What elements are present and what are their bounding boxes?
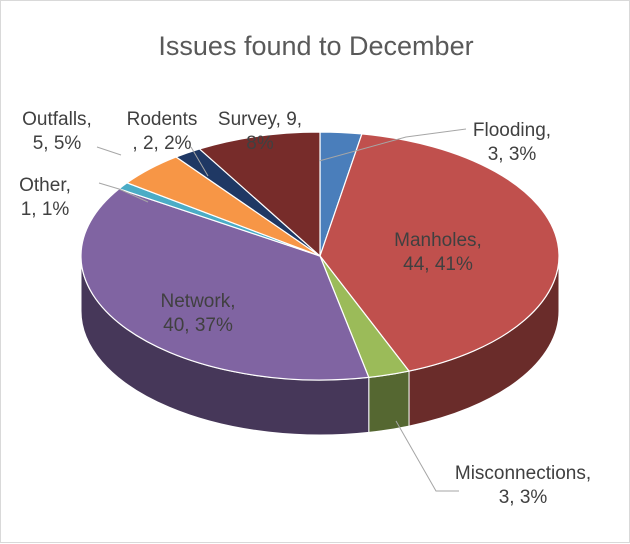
data-label-line: Manholes,: [394, 230, 482, 251]
pie-slice-network: [80, 188, 370, 381]
data-label-line: 8%: [246, 133, 274, 154]
pie-side-misconnections: [368, 370, 410, 433]
pie-slice-survey: [198, 131, 321, 258]
data-label-line: Network,: [161, 291, 236, 312]
data-label-line: 1, 1%: [21, 199, 70, 220]
data-label-line: 5, 5%: [33, 133, 82, 154]
data-label-misconnections: Misconnections, 3, 3%: [455, 463, 591, 508]
leader-line-other: [98, 182, 149, 203]
data-label-rodents: Rodents , 2, 2%: [127, 109, 198, 154]
data-label-network: Network, 40, 37%: [161, 291, 236, 336]
chart-title: Issues found to December: [158, 31, 474, 61]
data-label-survey: Survey, 9, 8%: [218, 109, 302, 154]
data-label-manholes: Manholes, 44, 41%: [394, 230, 482, 275]
data-labels-group: Flooding, 3, 3% Manholes, 44, 41% Misconnect…: [19, 109, 591, 508]
data-label-line: 3, 3%: [499, 487, 548, 508]
leader-line-flooding: [318, 128, 467, 162]
data-label-line: 3, 3%: [488, 144, 537, 165]
data-label-line: Outfalls,: [22, 109, 92, 130]
leader-line-misconnections: [395, 420, 459, 492]
data-label-line: Flooding,: [473, 120, 551, 141]
leader-line-outfalls: [96, 146, 122, 156]
data-label-outfalls: Outfalls, 5, 5%: [22, 109, 92, 154]
pie-slice-manholes: [319, 133, 560, 372]
pie-side-group: [80, 255, 560, 436]
data-label-line: 44, 41%: [403, 254, 473, 275]
pie-top-group: [80, 131, 560, 381]
data-label-line: 40, 37%: [163, 315, 233, 336]
data-label-flooding: Flooding, 3, 3%: [473, 120, 551, 165]
data-label-line: Misconnections,: [455, 463, 591, 484]
leader-line-rodents: [190, 146, 209, 177]
data-label-line: , 2, 2%: [132, 133, 191, 154]
data-label-other: Other, 1, 1%: [19, 175, 71, 220]
data-label-line: Rodents: [127, 109, 198, 130]
data-label-line: Other,: [19, 175, 71, 196]
data-label-line: Survey, 9,: [218, 109, 302, 130]
